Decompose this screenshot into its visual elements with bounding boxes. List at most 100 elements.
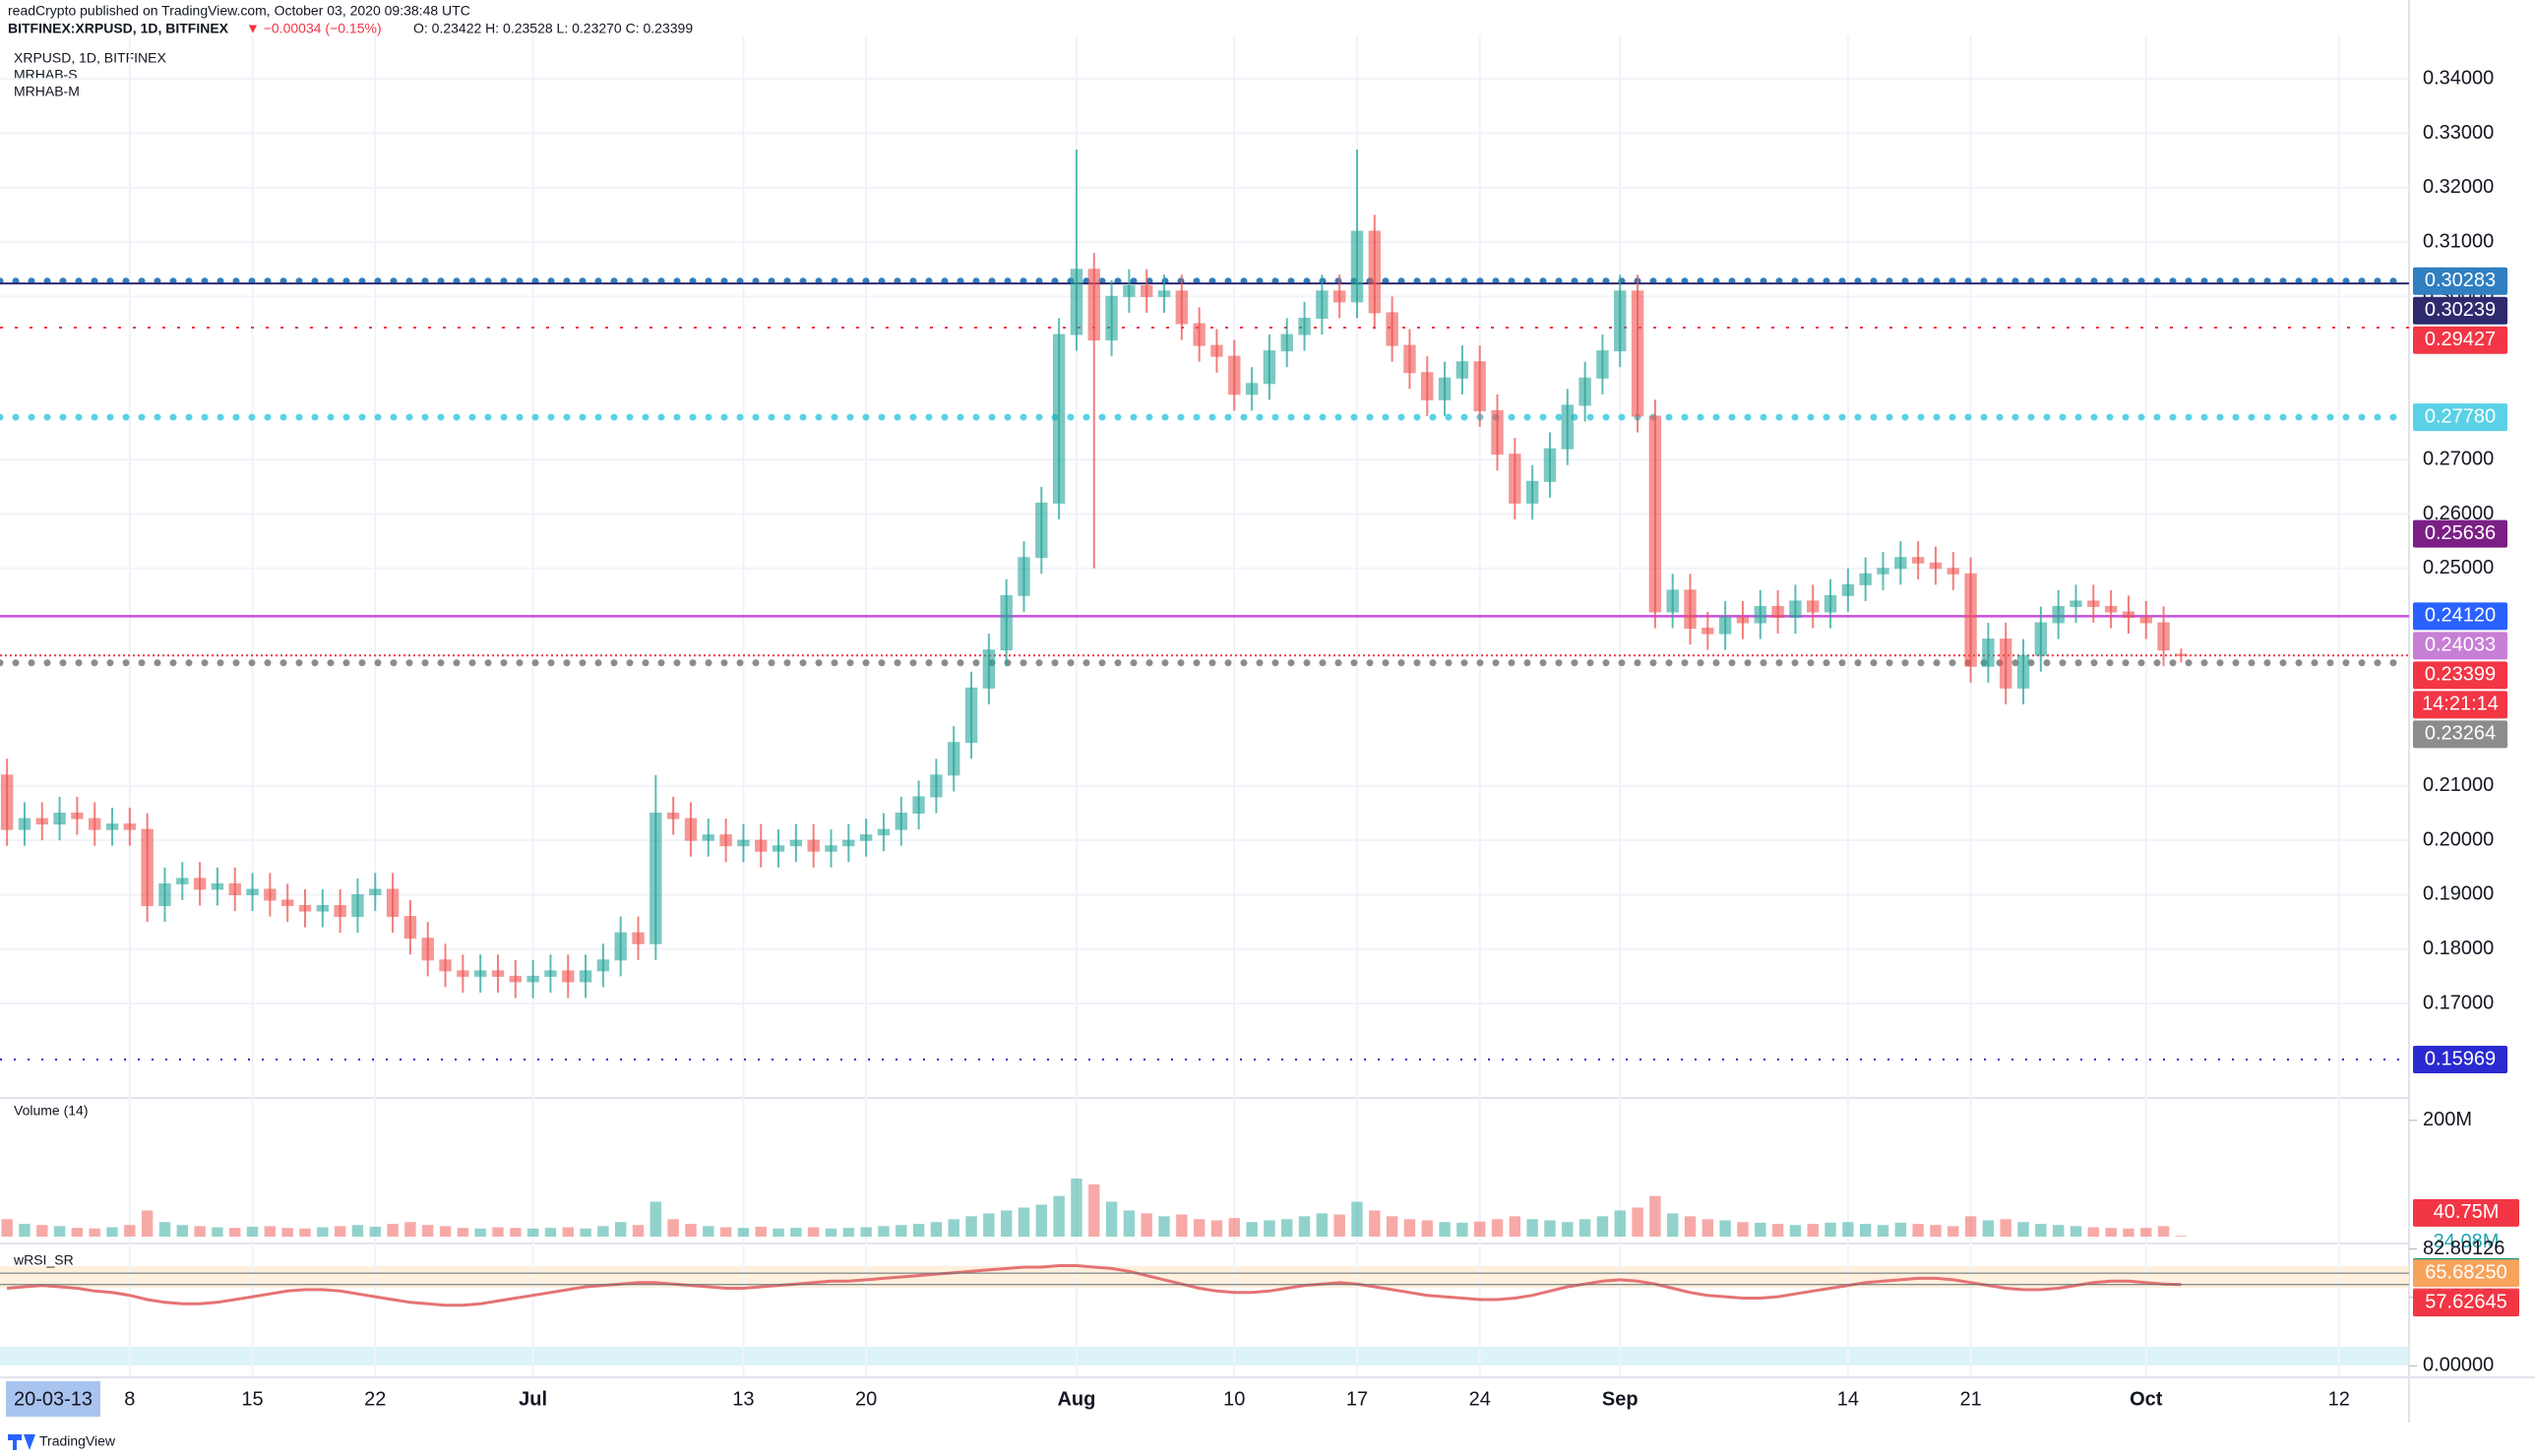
volume-bar [281, 1228, 293, 1237]
volume-bar [842, 1228, 855, 1237]
candle-body [719, 834, 732, 847]
volume-bar [1176, 1214, 1188, 1237]
candle-body [1894, 557, 1907, 570]
candle-body [35, 818, 48, 825]
volume-bar [158, 1222, 171, 1237]
price-label-box [2413, 296, 2507, 325]
candle-body [228, 882, 241, 895]
price-label: 0.30239 [2425, 299, 2496, 321]
rsi-band-lower [0, 1347, 2409, 1365]
candle-body [334, 905, 346, 918]
volume-bar [580, 1228, 591, 1237]
candle-body [755, 839, 768, 852]
volume-bar [1894, 1222, 1907, 1237]
volume-label-box [2413, 1198, 2519, 1227]
candle-body [1123, 284, 1136, 297]
candle-body [1789, 600, 1802, 619]
candle-body [649, 813, 662, 944]
candle-body [1316, 290, 1329, 319]
volume-bar [1281, 1219, 1293, 1237]
candle-body [526, 975, 539, 983]
volume-bar [1789, 1225, 1802, 1237]
price-label-box [2413, 1046, 2507, 1074]
volume-bar [1509, 1216, 1521, 1237]
candle-body [877, 828, 891, 836]
y-tick-label: 0.33000 [2423, 122, 2494, 144]
y-tick-label: 82.80126 [2423, 1238, 2504, 1259]
price-label-box [2413, 661, 2507, 690]
volume-label: 40.75M [2434, 1201, 2500, 1223]
volume-bar [1386, 1216, 1398, 1237]
volume-bar [1701, 1219, 1714, 1237]
volume-bar [1596, 1216, 1609, 1237]
volume-bar [1053, 1195, 1065, 1237]
candle-body [1263, 350, 1276, 385]
candle-body [1754, 605, 1766, 624]
volume-bar [2175, 1236, 2188, 1237]
candle-body [158, 882, 171, 907]
volume-bar [1351, 1201, 1363, 1237]
x-tick-label: 13 [732, 1388, 754, 1410]
price-label: 0.24120 [2425, 605, 2496, 627]
volume-bar [439, 1226, 452, 1237]
volume-bar [1544, 1220, 1556, 1237]
candle-body [1877, 568, 1889, 575]
volume-bar [1632, 1207, 1643, 1237]
candle-body [509, 975, 523, 983]
candle-body [1929, 562, 1943, 570]
candle-body [1666, 589, 1679, 613]
volume-bar [1684, 1216, 1697, 1237]
volume-bar [71, 1228, 84, 1237]
volume-bar [1562, 1222, 1574, 1237]
candle-body [1455, 361, 1469, 379]
panes [0, 0, 2535, 1423]
published-note: readCrypto published on TradingView.com,… [8, 3, 470, 19]
candle-body [439, 959, 452, 972]
change: ▼ −0.00034 (−0.15%) [246, 21, 382, 36]
candle-body [298, 905, 312, 912]
volume-bar [1667, 1213, 1679, 1237]
volume-bar [510, 1228, 522, 1237]
x-tick-label: 20 [855, 1388, 877, 1410]
y-tick-label: 200M [2423, 1109, 2472, 1130]
volume-bar [896, 1225, 907, 1237]
candle-body [2139, 617, 2152, 624]
x-tick-label: 14 [1837, 1388, 1859, 1410]
rsi-title: wRSI_SR [13, 1252, 74, 1268]
candle-body [2175, 653, 2188, 656]
volume-bar [387, 1224, 399, 1237]
volume-bar [1000, 1210, 1013, 1237]
legend-item: MRHAB-S [14, 67, 78, 83]
rsi-label-box [2413, 1289, 2519, 1317]
volume-bar [948, 1219, 959, 1237]
x-tick-label: 8 [124, 1388, 135, 1410]
rsi-band-upper [0, 1266, 2409, 1288]
candle-body [807, 839, 820, 852]
x-tick-label: 17 [1346, 1388, 1368, 1410]
volume-bar [1123, 1210, 1136, 1237]
x-tick-label: Sep [1602, 1388, 1638, 1410]
volume-bar [544, 1228, 557, 1237]
volume-bar [369, 1226, 381, 1237]
candle-body [1368, 230, 1382, 314]
volume-bar [141, 1210, 154, 1237]
candle-body [1193, 323, 1206, 346]
volume-bar [264, 1226, 277, 1237]
volume-bar [1719, 1220, 1731, 1237]
volume-bar [1649, 1195, 1661, 1237]
candle-body [684, 818, 698, 841]
volume-bar [1298, 1216, 1311, 1237]
volume-bar [53, 1226, 66, 1237]
x-tick-label: 15 [241, 1388, 263, 1410]
volume-bar [1456, 1222, 1468, 1237]
volume-bar [89, 1228, 100, 1237]
candle-body [264, 888, 277, 901]
candle-body [2157, 622, 2170, 651]
volume-bar [2157, 1226, 2170, 1237]
candle-body [1332, 290, 1346, 303]
candle-body [895, 813, 907, 830]
volume-bar [737, 1228, 750, 1237]
candle-body [912, 796, 925, 815]
candle-body [2087, 600, 2100, 607]
x-tick-label: 21 [1959, 1388, 1981, 1410]
